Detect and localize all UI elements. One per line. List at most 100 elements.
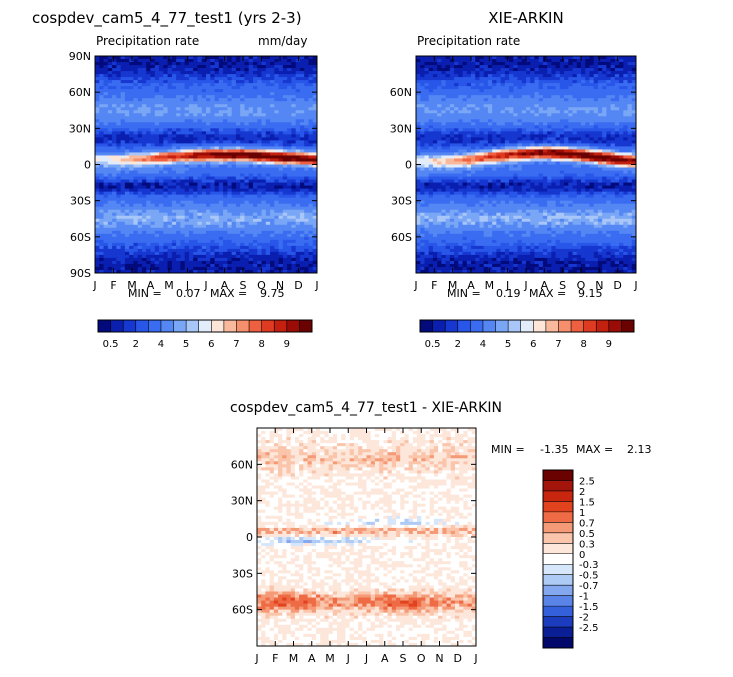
heatmap-cell [589,104,595,108]
heatmap-cell [171,164,177,169]
heatmap-cell [150,203,156,208]
heatmap-cell [466,86,472,90]
heatmap-cell [201,242,207,247]
heatmap-cell [146,119,152,123]
heatmap-cell [112,248,117,253]
heatmap-cell [487,122,493,126]
heatmap-cell [116,179,122,184]
heatmap-cell [538,119,544,123]
heatmap-cell [154,242,160,247]
heatmap-cell [244,215,250,220]
heatmap-cell [193,227,199,232]
heatmap-cell [416,71,421,75]
heatmap-cell [466,68,472,72]
heatmap-cell [154,239,160,244]
heatmap-cell [154,140,160,144]
heatmap-cell [462,62,468,66]
heatmap-cell [137,185,143,190]
heatmap-cell [257,257,263,262]
heatmap-cell [538,98,544,102]
heatmap-cell [576,95,582,99]
heatmap-cell [227,155,233,160]
heatmap-cell [141,236,147,241]
heatmap-cell [99,158,105,163]
heatmap-cell [597,92,603,96]
heatmap-cell [231,164,237,169]
heatmap-cell [167,206,173,211]
heatmap-cell [116,233,122,238]
heatmap-cell [188,269,194,273]
heatmap-cell [257,101,263,105]
heatmap-cell [188,203,194,208]
heatmap-cell [146,104,152,108]
heatmap-cell [308,203,314,208]
heatmap-cell [496,113,502,117]
heatmap-cell [223,269,228,273]
heatmap-cell [454,71,459,75]
heatmap-cell [141,191,147,196]
heatmap-cell [99,104,105,108]
heatmap-cell [585,74,591,78]
heatmap-cell [610,92,616,96]
heatmap-cell [124,65,130,69]
heatmap-cell [572,122,578,126]
heatmap-cell [150,200,156,205]
heatmap-cell [287,260,292,265]
heatmap-cell [278,65,284,69]
heatmap-cell [572,104,578,108]
heatmap-cell [500,113,506,117]
heatmap-cell [223,77,228,81]
heatmap-cell [103,104,109,108]
heatmap-cell [197,152,203,157]
heatmap-cell [154,212,160,217]
heatmap-cell [180,149,186,154]
heatmap-cell [150,83,156,87]
heatmap-cell [291,83,297,87]
heatmap-cell [509,56,514,60]
heatmap-cell [188,158,194,163]
heatmap-cell [568,122,574,126]
heatmap-cell [312,167,317,172]
heatmap-cell [103,80,109,84]
heatmap-cell [265,149,271,154]
heatmap-cell [167,140,173,144]
heatmap-cell [116,185,122,190]
heatmap-cell [159,269,164,273]
heatmap-cell [551,92,557,96]
heatmap-cell [270,119,275,123]
heatmap-cell [112,257,117,262]
heatmap-cell [606,74,612,78]
heatmap-cell [564,89,569,93]
heatmap-cell [124,71,130,75]
heatmap-cell [240,128,246,132]
heatmap-cell [214,119,220,123]
heatmap-cell [154,269,160,273]
heatmap-cell [218,101,224,105]
heatmap-cell [227,227,233,232]
heatmap-cell [623,86,629,90]
heatmap-cell [214,242,220,247]
heatmap-cell [291,200,297,205]
heatmap-cell [95,188,100,193]
heatmap-cell [163,110,169,114]
heatmap-cell [167,176,173,181]
heatmap-cell [235,110,241,114]
heatmap-cell [146,179,152,184]
heatmap-cell [163,185,169,190]
heatmap-cell [547,113,552,117]
heatmap-cell [614,116,620,120]
heatmap-cell [176,68,181,72]
heatmap-cell [171,200,177,205]
heatmap-cell [248,164,254,169]
heatmap-cell [416,62,421,66]
heatmap-cell [602,113,607,117]
heatmap-cell [295,212,301,217]
heatmap-cell [116,248,122,253]
heatmap-cell [526,92,531,96]
heatmap-cell [299,200,305,205]
heatmap-cell [270,179,275,184]
heatmap-cell [261,185,267,190]
heatmap-cell [146,59,152,63]
heatmap-cell [270,266,275,271]
heatmap-cell [188,77,194,81]
